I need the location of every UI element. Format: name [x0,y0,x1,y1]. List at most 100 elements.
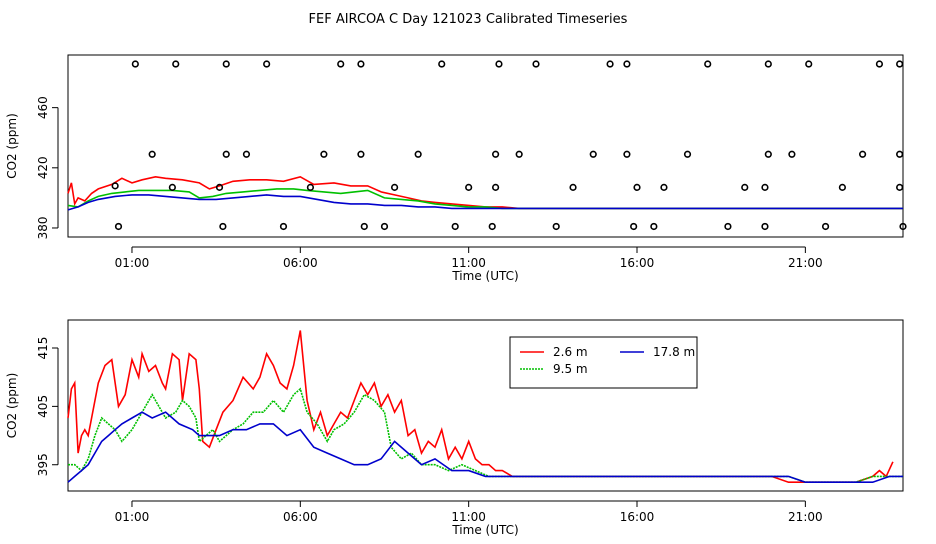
legend-label: 2.6 m [553,345,588,359]
calibration-point [821,222,830,231]
series-line-17-8-m [67,194,903,211]
calibration-point [764,60,772,68]
y-tick-label: 405 [36,395,50,418]
calibration-point [306,183,315,191]
calibration-point [858,150,867,158]
calibration-point [899,222,907,231]
x-tick-label: 21:00 [788,256,823,270]
calibration-point [569,183,577,191]
calibration-point [222,60,230,68]
calibration-point [114,222,123,231]
calibration-point [724,222,732,231]
y-axis-label: CO2 (ppm) [5,113,19,179]
calibration-point [488,222,496,231]
calibration-point [805,60,813,68]
calibration-point [131,60,139,68]
calibration-point [495,60,503,68]
calibration-point [761,222,769,231]
calibration-point [650,222,658,231]
plot-frame [67,319,904,492]
calibration-point [492,150,500,158]
x-tick-label: 06:00 [283,510,318,524]
calibration-point [242,150,251,158]
plot-frame [67,54,904,238]
calibration-point [357,60,365,68]
calibration-point [168,183,176,191]
calibration-point [589,150,597,158]
calibration-point [532,60,540,68]
calibration-point [360,222,368,231]
x-axis-label: Time (UTC) [451,269,518,283]
calibration-point [438,60,446,68]
calibration-point [896,150,904,158]
y-tick-label: 460 [36,96,50,119]
calibration-point [606,60,614,68]
calibration-point [148,150,156,158]
calibration-point [451,222,459,231]
calibration-point [414,150,422,158]
x-tick-label: 01:00 [115,510,150,524]
calibration-point [222,150,230,158]
calibration-point [465,183,473,191]
calibration-point [172,60,180,68]
calibration-point [660,183,668,191]
bottom-panel: 01:00 06:00 11:00 16:00 21:00 Time (UTC) 395 40… [5,319,904,537]
calibration-point [263,60,271,68]
y-tick-label: 415 [36,337,50,360]
x-tick-label: 21:00 [788,510,823,524]
x-axis: 01:00 06:00 11:00 16:00 21:00 Time (UTC) [115,246,823,283]
calibration-point [380,222,389,231]
calibration-point [215,183,224,191]
calibration-point [683,150,692,158]
calibration-point [875,60,884,68]
y-tick-label: 395 [36,453,50,476]
calibration-point [764,150,772,158]
y-axis: 380 420 460 CO2 (ppm) [5,96,59,240]
legend-label: 17.8 m [653,345,695,359]
calibration-point [704,60,712,68]
y-axis-label: CO2 (ppm) [5,373,19,439]
series-line-17-8-m [67,411,903,484]
calibration-point [279,222,288,231]
calibration-point [390,183,399,191]
calibration-point [219,222,227,231]
series-line-9-5-m [68,387,903,484]
x-tick-label: 16:00 [620,256,655,270]
x-tick-label: 11:00 [451,256,486,270]
calibration-point [320,150,328,158]
calibration-point [630,222,638,231]
calibration-point [623,150,631,158]
x-axis-label: Time (UTC) [451,523,518,537]
calibration-point [838,183,846,191]
calibration-points [111,60,907,231]
x-tick-label: 11:00 [451,510,486,524]
calibration-point [337,60,345,68]
calibration-point [623,60,631,68]
legend: 2.6 m 9.5 m 17.8 m [509,336,698,389]
figure-title: FEF AIRCOA C Day 121023 Calibrated Times… [309,12,628,27]
y-axis: 395 405 415 CO2 (ppm) [5,337,59,476]
legend-label: 9.5 m [553,362,588,376]
calibration-point [788,150,796,158]
series-line-2-6-m [67,175,903,210]
series-line-2-6-m [67,330,894,484]
calibration-point [633,183,641,191]
x-tick-label: 01:00 [115,256,150,270]
calibration-point [492,183,500,191]
calibration-point [552,222,560,231]
top-panel: 01:00 06:00 11:00 16:00 21:00 Time (UTC) 380 42… [5,54,907,283]
calibration-point [111,182,119,190]
calibration-point [357,150,365,158]
x-axis: 01:00 06:00 11:00 16:00 21:00 Time (UTC) [115,500,823,537]
y-tick-label: 420 [36,156,50,179]
legend-box [509,336,698,389]
calibration-point [515,150,523,158]
calibration-point [896,60,904,68]
y-tick-label: 380 [36,217,50,240]
calibration-point [741,183,749,191]
calibration-point [896,183,904,191]
calibration-point [761,183,769,191]
x-tick-label: 16:00 [620,510,655,524]
x-tick-label: 06:00 [283,256,318,270]
